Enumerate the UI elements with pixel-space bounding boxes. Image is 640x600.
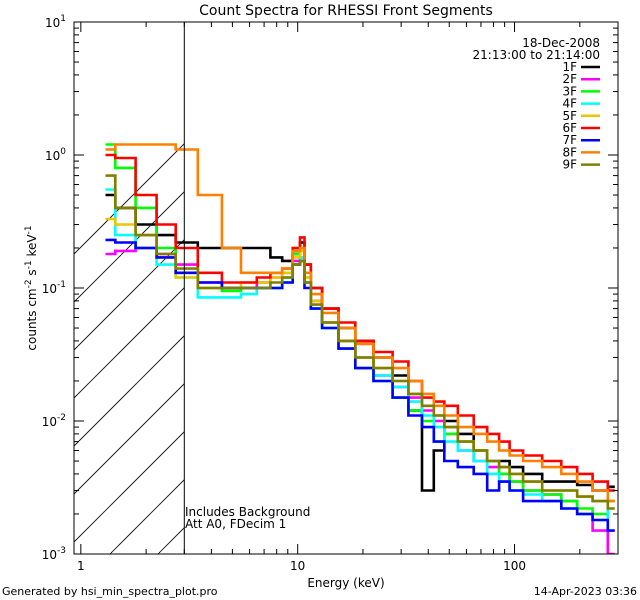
legend-label-6F: 6F xyxy=(562,121,577,135)
y-tick-label: 10-2 xyxy=(42,413,66,429)
legend-label-4F: 4F xyxy=(562,97,577,111)
x-axis-label: Energy (keV) xyxy=(307,576,384,590)
hatch-line xyxy=(350,0,640,554)
chart-title: Count Spectra for RHESSI Front Segments xyxy=(199,3,493,19)
annotation-background: Includes Background xyxy=(185,505,310,519)
y-tick-label: 100 xyxy=(45,147,66,163)
time-range-label: 21:13:00 to 21:14:00 xyxy=(473,48,600,62)
x-tick-label: 1 xyxy=(77,559,85,573)
legend-label-2F: 2F xyxy=(562,72,577,86)
y-tick-label: 10-1 xyxy=(42,280,66,296)
hatch-line xyxy=(74,383,185,495)
hatch-line xyxy=(74,239,185,351)
date-label: 18-Dec-2008 xyxy=(522,36,600,50)
excluded-energy-region xyxy=(74,0,640,554)
series-2F-line xyxy=(105,246,615,554)
legend-label-7F: 7F xyxy=(562,133,577,147)
series-7F-line xyxy=(105,238,615,532)
series-6F-line xyxy=(105,153,615,492)
hatch-line xyxy=(74,287,185,399)
legend-label-3F: 3F xyxy=(562,84,577,98)
hatch-line xyxy=(590,0,640,554)
y-axis-label: counts cm-2 s-1 keV-1 xyxy=(24,225,39,350)
hatch-line xyxy=(302,0,640,554)
hatch-line xyxy=(74,431,185,543)
series-8F-line xyxy=(105,143,615,503)
series-9F-line xyxy=(105,174,615,510)
series-5F-line xyxy=(105,217,615,503)
generated-by-label: Generated by hsi_min_spectra_plot.pro xyxy=(2,585,218,598)
hatch-line xyxy=(446,0,640,554)
legend-label-5F: 5F xyxy=(562,109,577,123)
hatch-line xyxy=(74,191,185,303)
series-3F-line xyxy=(105,143,615,516)
series-4F-line xyxy=(105,188,615,522)
legend-label-8F: 8F xyxy=(562,145,577,159)
timestamp-label: 14-Apr-2023 03:36 xyxy=(534,585,637,598)
legend-label-9F: 9F xyxy=(562,158,577,172)
legend-label-1F: 1F xyxy=(562,60,577,74)
hatch-line xyxy=(542,0,640,554)
x-tick-label: 100 xyxy=(503,559,526,573)
y-tick-label: 10-3 xyxy=(42,546,66,562)
x-tick-label: 10 xyxy=(290,559,305,573)
annotation-attenuator: Att A0, FDecim 1 xyxy=(185,517,286,531)
y-tick-label: 101 xyxy=(45,14,66,30)
